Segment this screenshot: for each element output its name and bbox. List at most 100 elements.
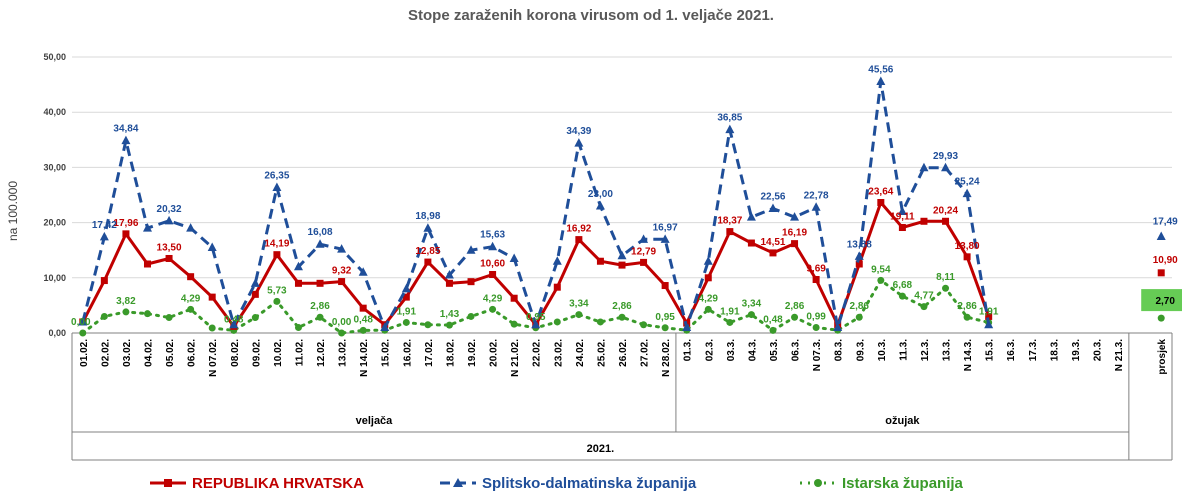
- point-hrvatska: [920, 217, 928, 225]
- point-hrvatska: [338, 278, 346, 286]
- data-label-istra: 0,95: [655, 312, 675, 323]
- point-istra: [402, 318, 410, 326]
- x-tick-label: N 14.3.: [963, 339, 974, 371]
- data-label-split: 22,56: [760, 191, 785, 202]
- data-label-istra: 2,70: [1155, 296, 1175, 307]
- point-split: [164, 215, 174, 225]
- point-split: [790, 212, 800, 221]
- x-tick-label: 18.3.: [1049, 339, 1060, 361]
- data-label-hrvatska: 13,80: [955, 241, 980, 252]
- point-split: [293, 261, 303, 271]
- x-tick-label: 01.02.: [79, 339, 90, 367]
- point-split: [509, 253, 519, 262]
- point-split: [401, 283, 411, 293]
- point-hrvatska: [187, 273, 195, 281]
- point-istra: [489, 305, 497, 313]
- point-istra: [963, 313, 971, 321]
- point-split: [531, 319, 541, 329]
- point-istra: [661, 324, 669, 332]
- point-hrvatska: [661, 282, 669, 290]
- point-hrvatska: [963, 253, 971, 261]
- data-label-istra: 2,86: [612, 301, 632, 312]
- point-split: [746, 212, 756, 221]
- data-label-split: 13,88: [847, 239, 872, 250]
- point-istra: [747, 311, 755, 319]
- group-label-february: veljača: [356, 415, 394, 427]
- x-tick-label: 25.02.: [596, 339, 607, 367]
- legend-label: Istarska županija: [842, 475, 964, 492]
- x-tick-label: 16.02.: [402, 339, 413, 367]
- point-split: [725, 124, 735, 134]
- data-label-split: 25,24: [955, 177, 980, 188]
- point-split: [78, 316, 88, 326]
- legend-item-istra: Istarska županija: [800, 475, 964, 492]
- data-label-hrvatska: 14,51: [760, 237, 785, 248]
- data-label-hrvatska: 12,85: [415, 246, 440, 257]
- data-label-split: 18,98: [415, 211, 440, 222]
- point-hrvatska: [726, 228, 734, 236]
- legend-item-hrvatska: REPUBLIKA HRVATSKA: [150, 475, 364, 492]
- point-hrvatska: [1157, 269, 1165, 277]
- point-hrvatska: [510, 294, 518, 302]
- x-tick-label: 09.02.: [251, 339, 262, 367]
- data-label-hrvatska: 9,32: [332, 266, 352, 277]
- point-hrvatska: [359, 304, 367, 312]
- x-tick-label: 22.02.: [532, 339, 543, 367]
- data-label-istra: 5,73: [267, 285, 287, 296]
- y-tick-label: 50,00: [43, 52, 66, 62]
- legend-swatch-marker: [814, 479, 822, 487]
- x-tick-label: 17.02.: [424, 339, 435, 367]
- x-tick-label: 13.3.: [942, 339, 953, 361]
- x-tick-label: 19.3.: [1071, 339, 1082, 361]
- point-istra: [942, 284, 950, 292]
- data-label-split: 34,84: [113, 124, 138, 135]
- y-tick-label: 10,00: [43, 273, 66, 283]
- point-split: [444, 270, 454, 279]
- point-split: [250, 278, 260, 287]
- point-split: [186, 223, 196, 232]
- legend-swatch-marker: [453, 478, 463, 487]
- legend: REPUBLIKA HRVATSKA Splitsko-dalmatinska ž…: [150, 475, 964, 492]
- point-istra: [273, 297, 281, 305]
- y-axis-label: na 100.000: [6, 181, 20, 241]
- point-split: [272, 182, 282, 192]
- data-label-istra: 8,11: [936, 272, 955, 283]
- data-label-istra: 1,43: [440, 309, 460, 320]
- x-tick-label: 19.02.: [467, 339, 478, 367]
- x-tick-label: 15.3.: [985, 339, 996, 361]
- x-tick-label: N 07.02.: [208, 339, 219, 377]
- x-tick-label: 11.3.: [898, 339, 909, 361]
- data-label-istra: 0,48: [763, 314, 783, 325]
- data-label-hrvatska: 20,24: [933, 205, 958, 216]
- point-hrvatska: [143, 260, 151, 268]
- data-label-split: 23,00: [588, 189, 613, 200]
- point-split: [876, 76, 886, 86]
- y-tick-label: 0,00: [48, 328, 66, 338]
- point-istra: [812, 324, 820, 332]
- data-label-hrvatska: 16,92: [566, 224, 591, 235]
- data-label-split: 36,85: [717, 113, 742, 124]
- data-label-hrvatska: 13,50: [157, 242, 182, 253]
- point-split: [639, 234, 649, 243]
- point-istra: [251, 314, 259, 322]
- x-tick-label: 23.02.: [553, 339, 564, 367]
- data-label-hrvatska: 23,64: [868, 187, 893, 198]
- x-tick-label: N 28.02.: [661, 339, 672, 377]
- data-label-split: 16,08: [308, 227, 333, 238]
- data-label-istra: 1,91: [979, 306, 999, 317]
- data-label-split: 22,78: [804, 190, 829, 201]
- point-split: [121, 135, 131, 145]
- data-label-istra: 1,91: [720, 306, 740, 317]
- legend-label: REPUBLIKA HRVATSKA: [192, 475, 364, 492]
- data-label-hrvatska: 19,11: [890, 212, 915, 223]
- point-split: [941, 162, 951, 172]
- point-hrvatska: [273, 251, 281, 259]
- point-istra: [640, 321, 648, 329]
- point-split: [768, 203, 778, 212]
- point-hrvatska: [402, 293, 410, 301]
- point-hrvatska: [489, 270, 497, 278]
- point-istra: [79, 329, 87, 337]
- point-split: [811, 202, 821, 211]
- point-hrvatska: [575, 236, 583, 244]
- data-label-hrvatska: 12,79: [631, 246, 656, 257]
